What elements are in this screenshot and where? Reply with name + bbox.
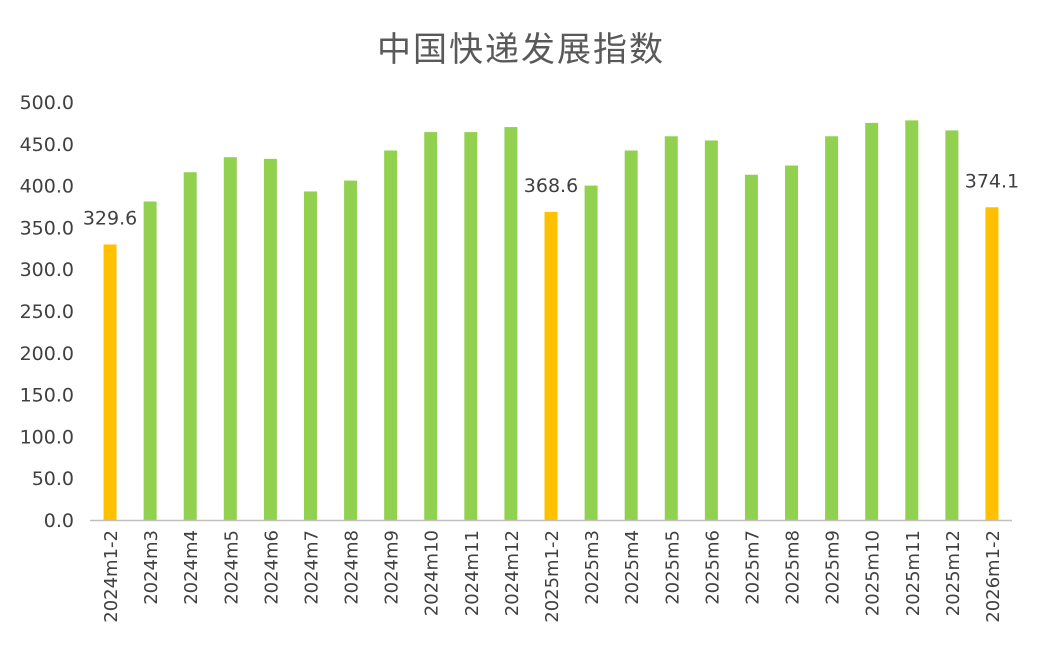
bar — [584, 185, 598, 520]
x-tick-label: 2025m7 — [742, 530, 763, 605]
bar — [825, 136, 839, 520]
bar — [785, 165, 799, 520]
x-tick-label: 2025m9 — [823, 530, 844, 605]
y-tick-label: 400.0 — [20, 176, 74, 198]
y-tick-label: 0.0 — [44, 510, 74, 532]
x-tick-label: 2025m10 — [863, 530, 884, 616]
bar — [103, 244, 117, 520]
y-tick-label: 500.0 — [20, 92, 74, 114]
bar — [624, 150, 638, 520]
x-tick-label: 2025m5 — [662, 530, 683, 605]
y-tick-label: 250.0 — [20, 301, 74, 323]
y-tick-label: 200.0 — [20, 343, 74, 365]
x-tick-label: 2026m1-2 — [983, 530, 1004, 623]
x-tick-label: 2025m12 — [943, 530, 964, 616]
data-label: 368.6 — [524, 175, 578, 197]
x-tick-label: 2024m12 — [502, 530, 523, 616]
chart-title: 中国快递发展指数 — [377, 30, 665, 70]
x-tick-label: 2024m7 — [301, 530, 322, 605]
x-tick-label: 2025m6 — [702, 530, 723, 605]
bar — [223, 157, 237, 520]
x-tick-label: 2025m8 — [783, 530, 804, 605]
y-tick-label: 450.0 — [20, 134, 74, 156]
bar — [865, 122, 879, 521]
data-label: 374.1 — [965, 170, 1019, 192]
x-tick-label: 2025m11 — [903, 530, 924, 616]
bar — [303, 191, 317, 520]
x-tick-label: 2025m1-2 — [542, 530, 563, 623]
y-tick-label: 150.0 — [20, 385, 74, 407]
bar — [905, 120, 919, 520]
bar — [424, 132, 438, 520]
x-tick-label: 2025m3 — [582, 530, 603, 605]
bar — [544, 211, 558, 520]
y-tick-label: 300.0 — [20, 259, 74, 281]
bar — [143, 201, 157, 520]
x-tick-label: 2024m1-2 — [101, 530, 122, 623]
y-tick-label: 50.0 — [32, 468, 74, 490]
bar — [464, 132, 478, 520]
x-tick-label: 2024m6 — [261, 530, 282, 605]
data-label: 329.6 — [83, 207, 137, 229]
bar — [263, 158, 277, 520]
bar — [985, 207, 999, 521]
x-tick-label: 2024m9 — [382, 530, 403, 605]
x-tick-label: 2024m4 — [181, 530, 202, 605]
bar — [344, 180, 358, 521]
bar — [664, 136, 678, 520]
y-tick-label: 100.0 — [20, 426, 74, 448]
x-tick-label: 2024m8 — [342, 530, 363, 605]
bar — [183, 172, 197, 520]
x-tick-label: 2025m4 — [622, 530, 643, 605]
x-tick-label: 2024m11 — [462, 530, 483, 616]
bar — [504, 127, 518, 520]
bar — [744, 174, 758, 520]
bar — [945, 130, 959, 520]
y-tick-label: 350.0 — [20, 217, 74, 239]
bar — [704, 140, 718, 520]
x-tick-label: 2024m5 — [221, 530, 242, 605]
bar — [384, 150, 398, 520]
x-tick-label: 2024m3 — [141, 530, 162, 605]
x-tick-label: 2024m10 — [422, 530, 443, 616]
